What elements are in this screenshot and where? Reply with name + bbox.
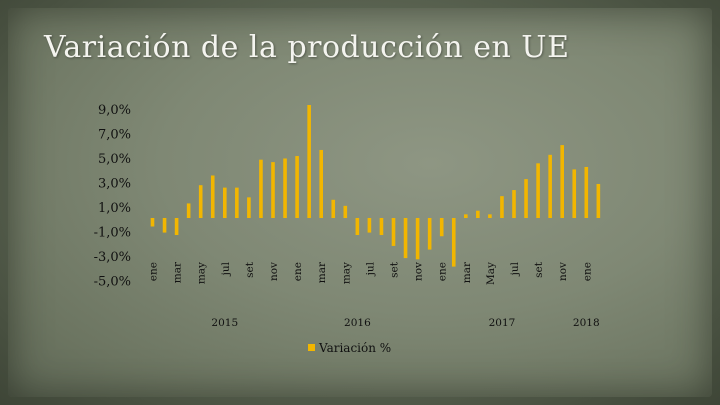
x-category-label: mar: [316, 261, 328, 283]
y-tick-label: 5,0%: [98, 152, 131, 167]
chart-legend: Variación %: [308, 341, 391, 355]
y-tick-label: 3,0%: [98, 177, 131, 192]
x-category-label: set: [533, 261, 545, 278]
bar: [415, 218, 420, 260]
x-axis-category-labels: ene mar may jul set nov ene mar may jul set nov ene m…: [148, 261, 594, 285]
bar: [476, 210, 480, 218]
bar: [572, 169, 577, 218]
x-category-label: ene: [437, 262, 449, 281]
bar: [367, 218, 372, 233]
bar: [500, 196, 504, 218]
bar: [548, 154, 552, 218]
bar: [596, 183, 601, 218]
bar: [307, 105, 311, 218]
x-category-label: ene: [292, 262, 304, 281]
bar: [427, 218, 432, 250]
bar: [524, 179, 528, 218]
x-year-label: 2016: [344, 317, 371, 329]
bar: [174, 218, 179, 236]
x-category-label: jul: [364, 261, 376, 277]
bar: [162, 218, 167, 233]
bar: [451, 218, 456, 267]
bar: [210, 175, 215, 218]
bar: [584, 166, 589, 218]
y-axis-ticks: 9,0% 7,0% 5,0% 3,0% 1,0% -1,0% -3,0% -5,0%: [94, 103, 131, 290]
bar: [319, 149, 323, 218]
x-category-label: mar: [461, 261, 473, 283]
bar: [560, 145, 564, 218]
y-tick-label: -3,0%: [94, 250, 131, 265]
x-axis-year-labels: 2015 2016 2017 2018: [211, 317, 599, 329]
x-category-label: May: [485, 262, 497, 285]
bar: [536, 163, 540, 218]
x-category-label: nov: [557, 262, 569, 281]
x-category-label: nov: [268, 262, 280, 281]
x-year-label: 2018: [573, 317, 600, 329]
bar-series: [150, 105, 601, 267]
bar: [488, 214, 492, 218]
bar: [186, 203, 191, 218]
x-category-label: set: [389, 261, 401, 278]
bar: [235, 187, 239, 219]
x-year-label: 2017: [489, 317, 516, 329]
bar: [355, 218, 360, 236]
legend-label: Variación %: [318, 341, 391, 355]
y-tick-label: -5,0%: [94, 275, 131, 290]
bar: [391, 218, 396, 246]
x-category-label: mar: [172, 261, 184, 283]
x-category-label: nov: [413, 262, 425, 281]
bar: [223, 187, 227, 219]
bar: [403, 218, 408, 259]
x-category-label: jul: [509, 261, 521, 277]
x-category-label: ene: [148, 262, 160, 281]
bar: [150, 218, 155, 227]
x-category-label: jul: [220, 261, 232, 277]
bar: [283, 158, 287, 219]
bar: [259, 159, 263, 218]
x-category-label: set: [244, 261, 256, 278]
y-tick-label: -1,0%: [94, 226, 131, 241]
x-category-label: ene: [581, 262, 593, 281]
bar: [379, 218, 384, 236]
bar: [271, 162, 275, 218]
legend-swatch: [308, 344, 315, 351]
x-category-label: may: [196, 262, 208, 284]
bar: [464, 214, 468, 218]
x-year-label: 2015: [211, 317, 238, 329]
bar: [439, 218, 444, 237]
bar: [247, 197, 251, 218]
bar: [331, 199, 336, 219]
bar: [295, 156, 299, 218]
bar: [198, 185, 203, 218]
slide-background: [8, 8, 712, 397]
x-category-label: may: [340, 262, 352, 284]
bar: [512, 190, 516, 219]
slide-title: Variación de la producción en UE: [44, 30, 570, 65]
bar: [343, 205, 348, 218]
y-tick-label: 9,0%: [98, 103, 131, 118]
y-tick-label: 1,0%: [98, 201, 131, 216]
y-tick-label: 7,0%: [98, 128, 131, 143]
